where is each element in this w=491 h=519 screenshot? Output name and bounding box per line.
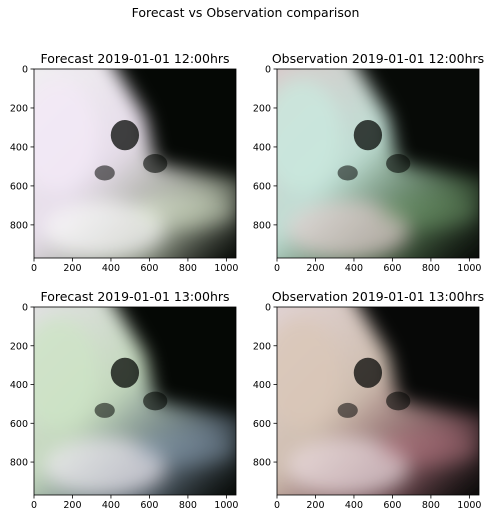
x-tick-label: 400 [102,500,120,511]
x-tick-label: 0 [274,263,280,274]
image-4 [277,307,479,495]
y-tick-label: 0 [265,65,271,76]
x-tick-label: 0 [31,263,37,274]
y-tick-label: 400 [253,142,271,153]
y-tick-label: 600 [10,181,28,192]
y-tick-label: 200 [253,341,271,352]
y-tick-label: 200 [10,103,28,114]
y-tick-label: 800 [253,458,271,469]
axes-frame [276,306,480,496]
subplot-title: Observation 2019-01-01 12:00hrs [272,51,484,66]
y-tick-label: 0 [22,65,28,76]
axes-frame [276,68,480,259]
y-tick-label: 800 [10,458,28,469]
x-tick-label: 0 [274,500,280,511]
y-tick-label: 600 [253,419,271,430]
x-tick-label: 0 [31,500,37,511]
dark-patch [94,402,115,418]
x-tick-label: 1000 [457,500,481,511]
subplot-title: Forecast 2019-01-01 13:00hrs [40,289,229,304]
x-tick-label: 800 [179,263,197,274]
x-tick-label: 800 [422,263,440,274]
dark-patch [386,391,411,411]
subplot-title: Observation 2019-01-01 13:00hrs [272,289,484,304]
dark-patch [143,154,168,173]
x-tick-label: 800 [422,500,440,511]
dark-patch [337,402,358,418]
x-tick-label: 1000 [457,263,481,274]
image-1 [34,69,236,258]
x-tick-label: 400 [345,263,363,274]
dark-patch [110,120,140,151]
dark-patch [143,391,168,411]
y-tick-label: 200 [10,341,28,352]
dark-patch [110,357,140,388]
axes-frame [33,68,237,259]
y-tick-label: 400 [10,142,28,153]
y-tick-label: 0 [22,303,28,314]
axes-frame [33,306,237,496]
image-2 [277,69,479,258]
y-tick-label: 400 [10,380,28,391]
x-tick-label: 200 [63,263,81,274]
subplot-1: Forecast 2019-01-01 12:00hrs 0 200 400 600 80… [10,51,239,274]
y-tick-label: 600 [10,419,28,430]
x-tick-label: 200 [306,500,324,511]
x-tick-label: 200 [63,500,81,511]
dark-patch [337,165,358,181]
x-tick-label: 600 [140,263,158,274]
subplot-title: Forecast 2019-01-01 12:00hrs [40,51,229,66]
image-3 [34,307,236,495]
x-tick-label: 600 [140,500,158,511]
y-tick-label: 0 [265,303,271,314]
x-tick-label: 1000 [214,500,238,511]
y-tick-label: 800 [10,220,28,231]
y-tick-label: 200 [253,103,271,114]
y-tick-label: 600 [253,181,271,192]
y-tick-label: 800 [253,220,271,231]
x-tick-label: 200 [306,263,324,274]
dark-patch [94,165,115,181]
dark-patch [353,357,383,388]
figure-suptitle: Forecast vs Observation comparison [131,5,360,20]
x-tick-label: 800 [179,500,197,511]
dark-patch [386,154,411,173]
x-tick-label: 600 [383,263,401,274]
subplot-3: Forecast 2019-01-01 13:00hrs 0 200 400 600 80… [10,289,239,511]
dark-patch [353,120,383,151]
y-tick-label: 400 [253,380,271,391]
x-tick-label: 600 [383,500,401,511]
x-tick-label: 400 [345,500,363,511]
x-tick-label: 400 [102,263,120,274]
x-tick-label: 1000 [214,263,238,274]
